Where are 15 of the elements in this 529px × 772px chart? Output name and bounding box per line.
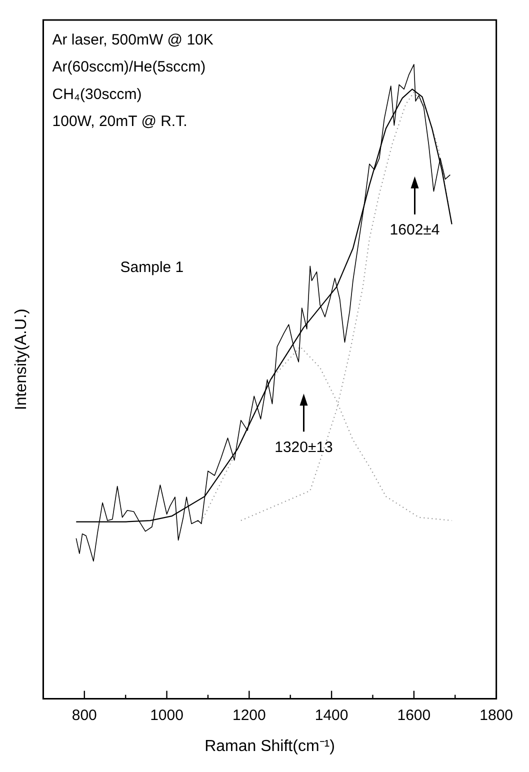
annotation: CH₄(30sccm)	[52, 86, 142, 103]
annotation: Sample 1	[120, 258, 184, 276]
x-axis-title: Raman Shift(cm⁻¹)	[204, 738, 335, 755]
text: Ar laser, 500mW @ 10K	[52, 32, 214, 49]
x-tick-label: 1000	[150, 706, 184, 724]
y-axis-title: Intensity(A.U.)	[13, 308, 30, 410]
x-tick-label: 800	[72, 706, 97, 724]
annotation: 1320±13	[274, 438, 333, 456]
x-tick-label: 1800	[480, 706, 514, 724]
annotation: Ar(60sccm)/He(5sccm)	[52, 58, 206, 76]
x-tick-label: 1600	[397, 706, 431, 724]
x-tick-label: 1200	[232, 706, 266, 724]
annotation: 1602±4	[390, 222, 440, 239]
annotation: 100W, 20mT @ R.T.	[52, 112, 188, 130]
x-tick-label: 1400	[314, 706, 348, 724]
